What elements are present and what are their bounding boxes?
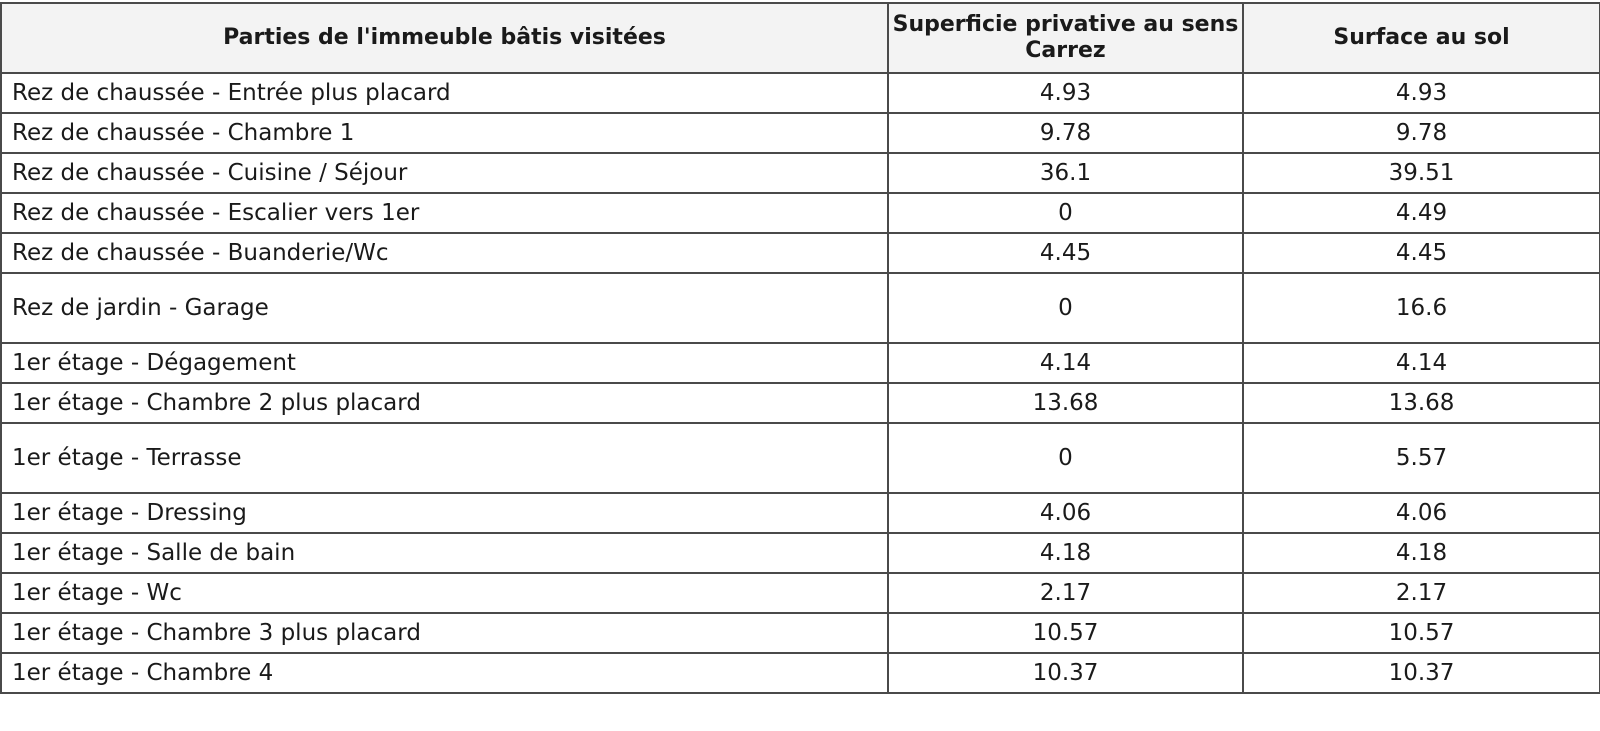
carrez-cell: 4.45 <box>887 232 1244 274</box>
floor-area-cell: 5.57 <box>1242 422 1600 494</box>
table-header: Parties de l'immeuble bâtis visitées Sup… <box>0 2 1600 74</box>
floor-area-cell: 4.14 <box>1242 342 1600 384</box>
room-cell: 1er étage - Dressing <box>0 492 889 534</box>
table-row: Rez de chaussée - Escalier vers 1er 0 4.… <box>0 192 1600 234</box>
floor-area-cell: 4.18 <box>1242 532 1600 574</box>
floor-area-cell: 4.45 <box>1242 232 1600 274</box>
header-carrez: Superficie privative au sens Carrez <box>887 2 1244 74</box>
carrez-cell: 4.93 <box>887 72 1244 114</box>
carrez-cell: 10.57 <box>887 612 1244 654</box>
carrez-cell: 10.37 <box>887 652 1244 694</box>
carrez-cell: 4.06 <box>887 492 1244 534</box>
carrez-cell: 36.1 <box>887 152 1244 194</box>
carrez-cell: 0 <box>887 422 1244 494</box>
table-row: Rez de chaussée - Entrée plus placard 4.… <box>0 72 1600 114</box>
carrez-cell: 2.17 <box>887 572 1244 614</box>
header-floor-area: Surface au sol <box>1242 2 1600 74</box>
floor-area-cell: 10.57 <box>1242 612 1600 654</box>
room-cell: Rez de chaussée - Chambre 1 <box>0 112 889 154</box>
table-row: 1er étage - Chambre 4 10.37 10.37 <box>0 652 1600 694</box>
carrez-cell: 0 <box>887 192 1244 234</box>
surface-table: Parties de l'immeuble bâtis visitées Sup… <box>0 2 1600 694</box>
header-rooms: Parties de l'immeuble bâtis visitées <box>0 2 889 74</box>
room-cell: 1er étage - Dégagement <box>0 342 889 384</box>
room-cell: Rez de chaussée - Cuisine / Séjour <box>0 152 889 194</box>
floor-area-cell: 39.51 <box>1242 152 1600 194</box>
table-row: 1er étage - Dressing 4.06 4.06 <box>0 492 1600 534</box>
room-cell: 1er étage - Wc <box>0 572 889 614</box>
room-cell: 1er étage - Chambre 3 plus placard <box>0 612 889 654</box>
floor-area-cell: 4.93 <box>1242 72 1600 114</box>
table-row: Rez de chaussée - Buanderie/Wc 4.45 4.45 <box>0 232 1600 274</box>
header-row: Parties de l'immeuble bâtis visitées Sup… <box>0 2 1600 74</box>
table-row: Rez de chaussée - Chambre 1 9.78 9.78 <box>0 112 1600 154</box>
floor-area-cell: 10.37 <box>1242 652 1600 694</box>
table-row: 1er étage - Dégagement 4.14 4.14 <box>0 342 1600 384</box>
room-cell: Rez de chaussée - Escalier vers 1er <box>0 192 889 234</box>
carrez-cell: 0 <box>887 272 1244 344</box>
carrez-cell: 4.14 <box>887 342 1244 384</box>
table-row: 1er étage - Chambre 2 plus placard 13.68… <box>0 382 1600 424</box>
room-cell: 1er étage - Chambre 2 plus placard <box>0 382 889 424</box>
surface-table-container: Parties de l'immeuble bâtis visitées Sup… <box>0 2 1600 694</box>
table-row: 1er étage - Salle de bain 4.18 4.18 <box>0 532 1600 574</box>
floor-area-cell: 2.17 <box>1242 572 1600 614</box>
carrez-cell: 4.18 <box>887 532 1244 574</box>
room-cell: Rez de chaussée - Buanderie/Wc <box>0 232 889 274</box>
floor-area-cell: 9.78 <box>1242 112 1600 154</box>
table-row: Rez de jardin - Garage 0 16.6 <box>0 272 1600 344</box>
table-row: 1er étage - Wc 2.17 2.17 <box>0 572 1600 614</box>
floor-area-cell: 4.06 <box>1242 492 1600 534</box>
floor-area-cell: 4.49 <box>1242 192 1600 234</box>
table-row: Rez de chaussée - Cuisine / Séjour 36.1 … <box>0 152 1600 194</box>
floor-area-cell: 13.68 <box>1242 382 1600 424</box>
table-row: 1er étage - Terrasse 0 5.57 <box>0 422 1600 494</box>
table-body: Rez de chaussée - Entrée plus placard 4.… <box>0 72 1600 694</box>
table-row: 1er étage - Chambre 3 plus placard 10.57… <box>0 612 1600 654</box>
carrez-cell: 13.68 <box>887 382 1244 424</box>
room-cell: Rez de chaussée - Entrée plus placard <box>0 72 889 114</box>
floor-area-cell: 16.6 <box>1242 272 1600 344</box>
room-cell: 1er étage - Salle de bain <box>0 532 889 574</box>
room-cell: Rez de jardin - Garage <box>0 272 889 344</box>
room-cell: 1er étage - Terrasse <box>0 422 889 494</box>
room-cell: 1er étage - Chambre 4 <box>0 652 889 694</box>
carrez-cell: 9.78 <box>887 112 1244 154</box>
